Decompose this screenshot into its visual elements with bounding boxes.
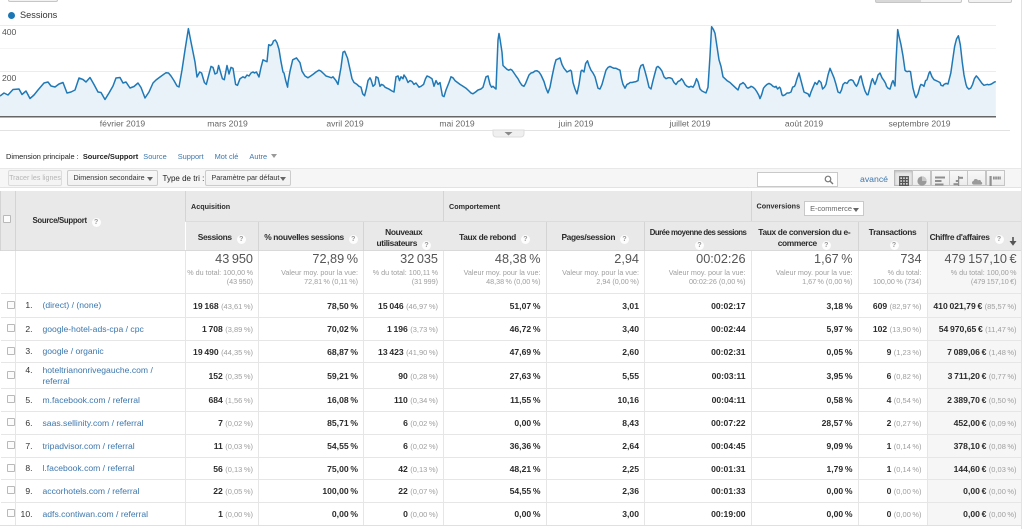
- svg-text:avril 2019: avril 2019: [326, 119, 363, 129]
- svg-text:mars 2019: mars 2019: [207, 119, 248, 129]
- svg-text:200: 200: [2, 73, 17, 83]
- svg-text:février 2019: février 2019: [100, 119, 146, 129]
- svg-text:juillet 2019: juillet 2019: [668, 119, 710, 129]
- svg-text:mai 2019: mai 2019: [439, 119, 475, 129]
- svg-text:juin 2019: juin 2019: [558, 119, 594, 129]
- svg-text:400: 400: [2, 27, 17, 37]
- svg-text:septembre 2019: septembre 2019: [888, 119, 950, 129]
- svg-text:août 2019: août 2019: [785, 119, 823, 129]
